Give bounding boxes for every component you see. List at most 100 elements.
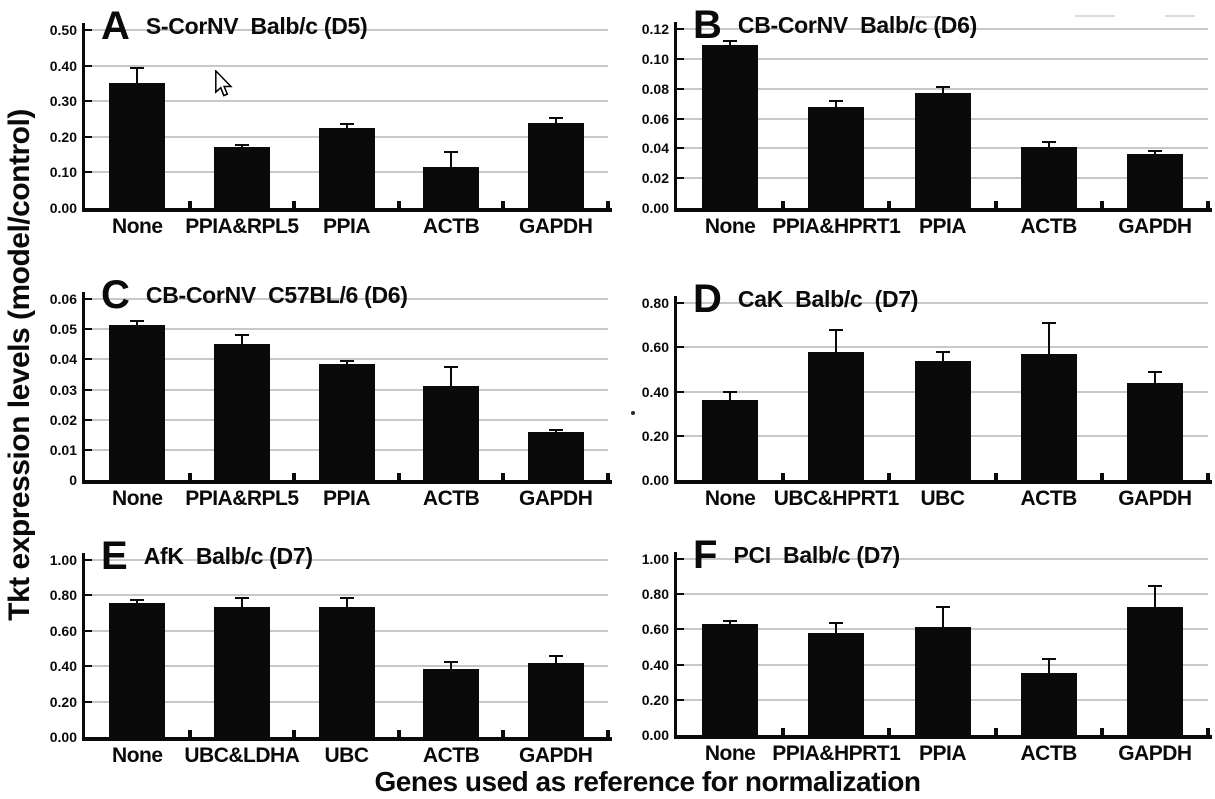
category-label: ACTB [1020, 487, 1078, 510]
error-bar-stem [729, 391, 732, 401]
x-tick [396, 201, 401, 208]
error-bar-stem [345, 124, 348, 128]
error-bar-cap [829, 622, 844, 625]
category-label: ACTB [1020, 742, 1078, 765]
gridline [677, 346, 1208, 349]
bar-GAPDH [1126, 607, 1183, 735]
error-bar-cap [829, 99, 844, 102]
error-bar-stem [729, 620, 732, 625]
x-tick [993, 473, 998, 480]
error-bar-stem [345, 361, 348, 364]
y-tick-label: 1.00 [49, 552, 77, 568]
y-tick-label: 0.40 [49, 658, 77, 675]
category-label: None [704, 487, 756, 510]
category-label: GAPDH [1118, 487, 1192, 510]
bar-None [702, 45, 759, 208]
gridline [85, 328, 608, 331]
y-tick [85, 298, 92, 300]
panel-header: B CB-CorNV Balb/c (D6) [693, 3, 977, 47]
error-bar-stem [1047, 659, 1050, 674]
gridline [85, 358, 608, 361]
y-tick-label: 1.00 [641, 551, 669, 567]
y-tick [677, 593, 684, 596]
y-tick [677, 57, 684, 60]
y-tick-label: 0.40 [49, 57, 77, 74]
y-tick-label: 0.04 [641, 140, 669, 157]
error-bar-cap [444, 150, 459, 153]
x-tick [993, 201, 998, 208]
x-tick [396, 473, 401, 480]
x-tick [187, 473, 192, 480]
x-tick [292, 473, 297, 480]
scan-artifact-dash [915, 16, 945, 18]
gridline [85, 559, 608, 561]
bar-None [109, 324, 166, 480]
error-bar-stem [1153, 371, 1156, 383]
y-tick-label: 0.20 [641, 691, 669, 708]
category-label: PPIA&RPL5 [185, 487, 299, 510]
error-bar-stem [136, 68, 139, 84]
error-bar-stem [450, 661, 453, 669]
bar-UBC [914, 360, 971, 480]
error-bar-stem [1047, 322, 1050, 354]
error-bar-stem [941, 607, 944, 627]
bar-ACTB [423, 167, 480, 208]
error-bar-cap [548, 116, 563, 119]
error-bar-cap [130, 598, 145, 601]
x-axis-line [82, 208, 612, 212]
bar-ACTB [1020, 353, 1077, 480]
error-bar-cap [935, 350, 950, 353]
category-label: PPIA [322, 487, 371, 510]
category-label: GAPDH [519, 744, 593, 767]
error-bar-cap [339, 597, 354, 600]
y-tick-label: 0.02 [641, 170, 669, 187]
error-bar-stem [835, 100, 838, 107]
error-bar-stem [941, 87, 944, 94]
x-tick [187, 201, 192, 208]
y-tick [677, 663, 684, 666]
y-tick-label: 0.80 [49, 587, 77, 604]
category-label: None [112, 215, 163, 238]
error-bar-stem [554, 655, 557, 663]
y-tick-label: 0.50 [49, 22, 77, 38]
x-tick [781, 728, 786, 735]
y-axis-line [674, 296, 677, 482]
error-bar-cap [339, 360, 354, 363]
error-bar-cap [935, 86, 950, 89]
error-bar-cap [1041, 321, 1056, 324]
y-tick [677, 390, 684, 393]
gridline [85, 64, 608, 67]
y-axis-line [82, 23, 85, 210]
category-label: GAPDH [1118, 215, 1192, 238]
x-tick [1206, 201, 1210, 208]
y-tick-label: 0.20 [641, 427, 669, 444]
error-bar-stem [941, 351, 944, 361]
category-label: ACTB [1020, 215, 1078, 238]
y-tick-label: 0.01 [49, 441, 77, 458]
gridline [85, 298, 608, 300]
y-tick-label: 0.06 [641, 110, 669, 127]
y-tick-label: 0.00 [49, 200, 77, 216]
bar-None [109, 83, 166, 208]
y-tick [85, 700, 92, 703]
y-tick-label: 0.10 [641, 50, 669, 67]
y-tick [85, 559, 92, 561]
panel-letter: C [101, 273, 130, 317]
category-label: GAPDH [519, 215, 593, 238]
y-tick [677, 28, 684, 30]
panel-title: CB-CorNV C57BL/6 (D6) [145, 281, 408, 308]
y-tick-label: 0.60 [641, 339, 669, 356]
error-bar-stem [345, 598, 348, 607]
bar-PPIA&RPL5 [213, 344, 270, 480]
category-label: ACTB [422, 744, 480, 767]
error-bar-cap [130, 67, 145, 70]
bar-None [702, 624, 759, 735]
x-tick [292, 730, 297, 737]
x-tick [1099, 201, 1104, 208]
bar-PPIA [914, 626, 971, 735]
x-tick [1099, 728, 1104, 735]
y-tick-label: 0.60 [49, 622, 77, 639]
bar-PPIA [318, 127, 375, 208]
